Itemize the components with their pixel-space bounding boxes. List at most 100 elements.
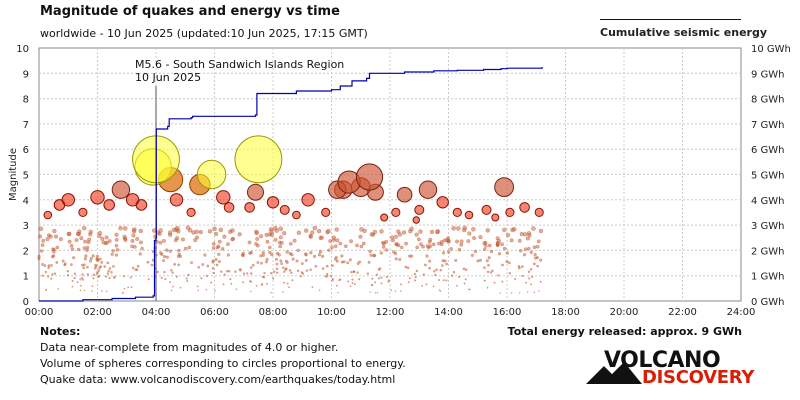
micro-quake-dot [358,260,362,264]
micro-quake-dot [438,279,441,282]
micro-quake-dot [378,267,382,270]
micro-quake-dot [164,278,167,281]
micro-quake-dot [91,254,95,258]
micro-quake-dot [491,269,494,272]
micro-quake-dot [130,238,135,243]
micro-quake-dot [519,292,521,294]
micro-quake-dot [296,230,301,235]
micro-quake-dot [168,249,173,253]
micro-quake-dot [140,246,144,251]
micro-quake-dot [527,270,531,273]
micro-quake-dot [285,250,289,254]
micro-quake-dot [320,254,325,258]
micro-quake-dot [222,283,225,286]
micro-quake-dot [455,239,459,244]
micro-quake-dot [414,232,419,237]
micro-quake-dot [413,272,417,276]
micro-quake-dot [97,274,101,278]
micro-quake-dot [170,289,173,292]
micro-quake-dot [185,277,188,280]
x-tick-label: 00:00 [25,307,54,318]
y-tick-label: 3 [23,221,29,232]
micro-quake-dot [110,270,113,274]
micro-quake-dot [439,240,444,244]
micro-quake-dot [380,276,383,279]
micro-quake-dot [194,229,199,234]
micro-quake-dot [316,228,322,234]
micro-quake-dot [217,252,221,256]
y2-tick-label: 4 GWh [751,196,785,207]
micro-quake-dot [211,241,216,246]
micro-quake-dot [374,292,377,294]
micro-quake-dot [107,269,110,273]
micro-quake-dot [275,267,279,271]
micro-quake-dot [242,272,246,275]
micro-quake-dot [529,250,533,255]
micro-quake-dot [510,292,513,294]
micro-quake-dot [292,238,297,243]
micro-quake-dot [131,228,137,234]
quake-circle [481,204,492,215]
micro-quake-dot [261,250,265,255]
micro-quake-dot [288,286,290,289]
micro-quake-dot [38,226,44,231]
quake-circle [519,202,530,213]
micro-quake-dot [277,253,281,257]
micro-quake-dot [283,281,286,284]
micro-quake-dot [501,263,504,267]
quake-circle [355,163,384,191]
micro-quake-dot [84,254,88,258]
y2-tick-label: 8 GWh [751,95,785,106]
micro-quake-dot [198,229,203,235]
micro-quake-dot [203,253,207,257]
micro-quake-dot [254,242,258,246]
micro-quake-dot [438,289,441,291]
micro-quake-dot [175,225,180,231]
quake-circle [418,180,438,199]
micro-quake-dot [532,245,537,250]
micro-quake-dot [280,262,284,266]
micro-quake-dot [211,260,215,264]
micro-quake-dot [367,260,371,264]
micro-quake-dot [82,278,85,281]
micro-quake-dot [70,247,75,251]
micro-quake-dot [171,271,174,274]
micro-quake-dot [478,258,482,262]
micro-quake-dot [241,251,245,256]
micro-quake-dot [55,245,60,250]
micro-quake-dot [83,257,87,261]
micro-quake-dot [195,235,200,240]
volcano-discovery-logo[interactable]: VOLCANO DISCOVERY [584,348,764,388]
micro-quake-dot [122,292,125,294]
micro-quake-dot [536,264,539,268]
micro-quake-dot [384,248,389,252]
micro-quake-dot [95,257,100,261]
micro-quake-dot [279,241,284,245]
micro-quake-dot [359,244,364,249]
micro-quake-dot [340,254,344,258]
quake-circle [414,204,425,215]
micro-quake-dot [291,257,295,261]
micro-quake-dot [193,238,198,243]
micro-quake-dot [335,238,340,243]
micro-quake-dot [52,228,57,234]
micro-quake-dot [197,289,200,292]
micro-quake-dot [83,239,87,244]
micro-quake-dot [525,236,530,241]
micro-quake-dot [82,225,87,231]
micro-quake-dot [105,290,108,293]
micro-quake-dot [91,290,93,292]
x-tick-label: 10:00 [317,307,346,318]
micro-quake-dot [100,260,104,264]
micro-quake-dot [404,265,408,269]
micro-quake-dot [92,273,96,277]
micro-quake-dot [50,255,55,259]
micro-quake-dot [134,268,137,272]
quake-circle [279,204,290,215]
micro-quake-dot [398,258,402,262]
micro-quake-dot [274,228,279,233]
micro-quake-dot [404,241,408,246]
micro-quake-dot [288,241,293,246]
micro-quake-dot [358,278,361,281]
micro-quake-dot [217,260,221,264]
